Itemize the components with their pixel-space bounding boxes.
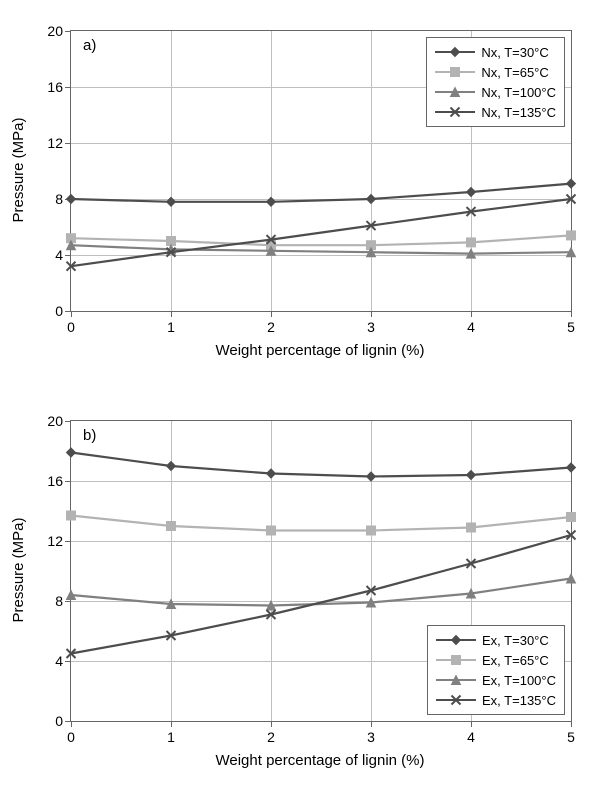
- series-line-Nx_T30: [71, 184, 571, 202]
- x-axis-label-a: Weight percentage of lignin (%): [215, 342, 424, 359]
- tick-mark-x: [471, 311, 472, 317]
- legend-label: Ex, T=135°C: [482, 693, 556, 708]
- legend-item: Nx, T=135°C: [435, 102, 556, 122]
- plot-area-a: a) 048121620012345Nx, T=30°CNx, T=65°CNx…: [70, 30, 572, 312]
- x-tick-label: 5: [567, 319, 575, 335]
- panel-b: b) 048121620012345Ex, T=30°CEx, T=65°CEx…: [0, 400, 600, 780]
- legend-item: Ex, T=100°C: [436, 670, 556, 690]
- tick-mark-x: [71, 311, 72, 317]
- tick-mark-x: [171, 311, 172, 317]
- legend-label: Ex, T=100°C: [482, 673, 556, 688]
- x-tick-label: 0: [67, 319, 75, 335]
- x-tick-label: 2: [267, 729, 275, 745]
- diamond-icon: [448, 45, 462, 59]
- legend-label: Nx, T=135°C: [481, 105, 556, 120]
- series-line-Ex_T30: [71, 453, 571, 477]
- x-tick-label: 3: [367, 729, 375, 745]
- legend-item: Ex, T=30°C: [436, 630, 556, 650]
- legend-swatch: [436, 673, 476, 687]
- y-tick-label: 0: [55, 713, 63, 729]
- x-tick-label: 2: [267, 319, 275, 335]
- series-line-Nx_T135: [71, 199, 571, 266]
- triangle-icon: [448, 85, 462, 99]
- legend-item: Nx, T=65°C: [435, 62, 556, 82]
- panel-a: a) 048121620012345Nx, T=30°CNx, T=65°CNx…: [0, 10, 600, 370]
- x-tick-label: 4: [467, 319, 475, 335]
- y-axis-label-b: Pressure (MPa): [10, 517, 27, 622]
- legend-label: Nx, T=65°C: [481, 65, 548, 80]
- y-tick-label: 16: [47, 473, 63, 489]
- series-line-Nx_T100: [71, 245, 571, 253]
- legend-item: Ex, T=65°C: [436, 650, 556, 670]
- y-tick-label: 20: [47, 413, 63, 429]
- y-tick-label: 4: [55, 653, 63, 669]
- series-line-Nx_T65: [71, 235, 571, 245]
- legend-swatch: [435, 85, 475, 99]
- legend-item: Ex, T=135°C: [436, 690, 556, 710]
- tick-mark-x: [471, 721, 472, 727]
- tick-mark-x: [371, 721, 372, 727]
- square-icon: [449, 653, 463, 667]
- tick-mark-x: [571, 311, 572, 317]
- legend-swatch: [436, 633, 476, 647]
- y-tick-label: 16: [47, 79, 63, 95]
- triangle-icon: [449, 673, 463, 687]
- y-tick-label: 8: [55, 593, 63, 609]
- tick-mark-x: [171, 721, 172, 727]
- tick-mark-x: [371, 311, 372, 317]
- legend-item: Nx, T=100°C: [435, 82, 556, 102]
- panel-a-tag: a): [83, 37, 96, 54]
- y-tick-label: 4: [55, 247, 63, 263]
- legend-item: Nx, T=30°C: [435, 42, 556, 62]
- x-tick-label: 1: [167, 319, 175, 335]
- x-tick-label: 5: [567, 729, 575, 745]
- tick-mark-x: [571, 721, 572, 727]
- y-tick-label: 8: [55, 191, 63, 207]
- legend-swatch: [436, 653, 476, 667]
- figure: a) 048121620012345Nx, T=30°CNx, T=65°CNx…: [0, 0, 600, 800]
- legend-swatch: [435, 45, 475, 59]
- y-tick-label: 0: [55, 303, 63, 319]
- square-icon: [448, 65, 462, 79]
- y-tick-label: 20: [47, 23, 63, 39]
- x-icon: [449, 693, 463, 707]
- y-tick-label: 12: [47, 135, 63, 151]
- legend-swatch: [435, 65, 475, 79]
- x-tick-label: 4: [467, 729, 475, 745]
- y-tick-label: 12: [47, 533, 63, 549]
- series-line-Ex_T65: [71, 516, 571, 531]
- legend-label: Nx, T=100°C: [481, 85, 556, 100]
- panel-b-tag: b): [83, 427, 96, 444]
- y-axis-label-a: Pressure (MPa): [10, 117, 27, 222]
- diamond-icon: [449, 633, 463, 647]
- x-tick-label: 0: [67, 729, 75, 745]
- x-icon: [448, 105, 462, 119]
- tick-mark-x: [271, 721, 272, 727]
- legend: Ex, T=30°C Ex, T=65°C Ex, T=100°C Ex, T=135…: [427, 625, 565, 715]
- legend-swatch: [435, 105, 475, 119]
- legend-swatch: [436, 693, 476, 707]
- legend: Nx, T=30°C Nx, T=65°C Nx, T=100°C Nx, T=135…: [426, 37, 565, 127]
- plot-area-b: b) 048121620012345Ex, T=30°CEx, T=65°CEx…: [70, 420, 572, 722]
- legend-label: Nx, T=30°C: [481, 45, 548, 60]
- x-tick-label: 3: [367, 319, 375, 335]
- tick-mark-x: [71, 721, 72, 727]
- legend-label: Ex, T=65°C: [482, 653, 549, 668]
- x-axis-label-b: Weight percentage of lignin (%): [215, 752, 424, 769]
- legend-label: Ex, T=30°C: [482, 633, 549, 648]
- tick-mark-x: [271, 311, 272, 317]
- x-tick-label: 1: [167, 729, 175, 745]
